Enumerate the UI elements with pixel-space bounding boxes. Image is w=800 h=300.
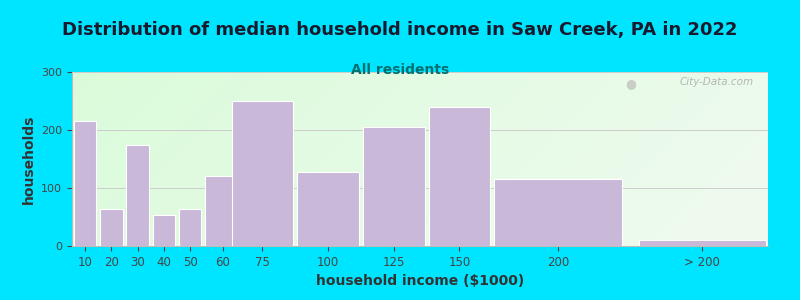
- Y-axis label: households: households: [22, 114, 35, 204]
- Bar: [74, 121, 96, 246]
- Text: Distribution of median household income in Saw Creek, PA in 2022: Distribution of median household income …: [62, 21, 738, 39]
- Bar: [298, 172, 359, 246]
- Bar: [179, 209, 202, 246]
- Text: ●: ●: [626, 77, 636, 90]
- Bar: [638, 240, 766, 246]
- Bar: [494, 179, 622, 246]
- Bar: [363, 127, 425, 246]
- Bar: [206, 176, 241, 246]
- Bar: [429, 107, 490, 246]
- Text: City-Data.com: City-Data.com: [680, 77, 754, 87]
- Bar: [153, 215, 175, 246]
- Bar: [100, 209, 122, 246]
- Text: All residents: All residents: [351, 63, 449, 77]
- Bar: [231, 101, 294, 246]
- Bar: [126, 145, 149, 246]
- X-axis label: household income ($1000): household income ($1000): [316, 274, 524, 288]
